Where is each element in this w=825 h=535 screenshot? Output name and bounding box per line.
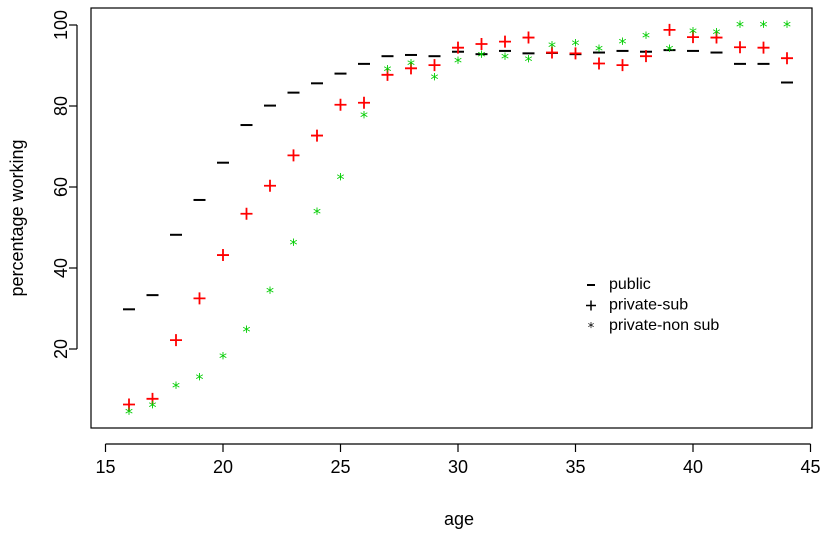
data-point-star: *	[689, 23, 697, 42]
data-point-plus	[264, 179, 276, 192]
data-point-plus	[240, 207, 253, 220]
data-point-star: *	[454, 53, 462, 72]
data-point-plus	[475, 38, 488, 51]
data-point-star: *	[125, 404, 133, 423]
x-tick-label: 20	[213, 457, 233, 477]
data-point-star: *	[337, 169, 345, 188]
data-point-plus	[123, 398, 135, 411]
data-point-plus	[593, 57, 605, 70]
data-point-plus	[358, 96, 370, 109]
legend-label: private-sub	[609, 297, 688, 314]
y-tick-label: 20	[51, 339, 71, 359]
data-point-plus	[452, 41, 464, 54]
data-point-star: *	[266, 283, 274, 302]
data-point-star: *	[713, 25, 721, 44]
plot-frame	[90, 7, 813, 429]
data-point-plus	[546, 46, 558, 59]
data-point-plus	[287, 149, 300, 162]
data-point-plus	[381, 68, 394, 81]
data-point-star: *	[290, 235, 298, 254]
data-point-star: *	[595, 41, 603, 60]
data-point-star: *	[525, 52, 533, 71]
x-tick-label: 25	[330, 457, 350, 477]
data-point-plus	[734, 41, 746, 54]
data-point-star: *	[431, 69, 439, 88]
legend-label: private-non sub	[609, 317, 719, 334]
y-tick-label: 40	[51, 258, 71, 278]
data-point-plus	[170, 334, 182, 347]
legend-marker-star: *	[588, 321, 595, 336]
data-point-plus	[710, 31, 723, 44]
data-point-plus	[428, 59, 441, 72]
data-point-star: *	[360, 108, 368, 127]
x-tick-label: 15	[95, 457, 115, 477]
data-point-star: *	[478, 47, 486, 66]
data-point-star: *	[149, 398, 157, 417]
data-point-plus	[757, 41, 770, 54]
x-tick-label: 45	[800, 457, 820, 477]
data-point-plus	[499, 35, 511, 48]
data-point-star: *	[783, 17, 791, 36]
data-point-plus	[311, 129, 323, 142]
data-point-star: *	[196, 370, 204, 389]
data-point-star: *	[548, 37, 556, 56]
data-point-plus	[146, 392, 159, 405]
legend-label: public	[609, 276, 651, 293]
y-tick-label: 60	[51, 177, 71, 197]
data-point-plus	[640, 50, 652, 63]
data-point-star: *	[666, 41, 674, 60]
data-point-star: *	[407, 55, 415, 74]
data-point-star: *	[384, 61, 392, 80]
data-point-plus	[334, 98, 347, 111]
legend-marker-plus	[586, 300, 596, 311]
data-point-star: *	[572, 35, 580, 54]
data-point-plus	[193, 292, 206, 305]
data-point-star: *	[219, 349, 227, 368]
x-tick-label: 35	[565, 457, 585, 477]
data-point-star: *	[642, 28, 650, 47]
data-point-star: *	[501, 49, 509, 68]
data-point-plus	[405, 62, 417, 75]
data-point-star: *	[313, 204, 321, 223]
data-point-plus	[569, 47, 582, 60]
data-point-star: *	[243, 322, 251, 341]
plot-area: 15 20 25 30 35 40 45 20 40 60 80 100 age percentage w…	[7, 7, 821, 529]
data-point-star: *	[736, 17, 744, 36]
y-tick-label: 100	[51, 10, 71, 40]
y-axis-title: percentage working	[7, 139, 27, 296]
data-point-plus	[781, 52, 793, 65]
data-point-plus	[663, 23, 676, 36]
data-point-plus	[687, 31, 699, 44]
data-point-plus	[217, 249, 229, 262]
x-tick-label: 40	[683, 457, 703, 477]
x-axis-title: age	[444, 509, 474, 529]
data-point-plus	[616, 59, 629, 72]
x-tick-label: 30	[448, 457, 468, 477]
data-point-plus	[522, 31, 535, 44]
data-point-star: *	[760, 17, 768, 36]
data-point-star: *	[172, 378, 180, 397]
y-tick-label: 80	[51, 96, 71, 116]
data-point-star: *	[619, 34, 627, 53]
